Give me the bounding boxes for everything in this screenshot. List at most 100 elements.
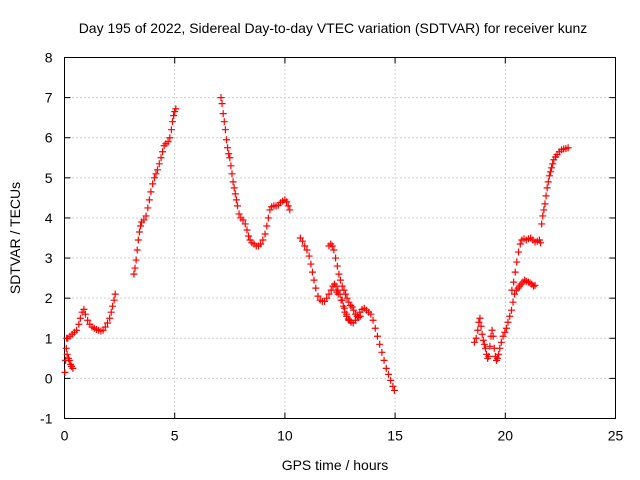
data-point <box>217 94 225 102</box>
data-point <box>155 160 163 168</box>
data-point <box>142 212 150 220</box>
data-point <box>531 281 539 289</box>
data-point <box>342 290 350 298</box>
data-point <box>330 246 338 254</box>
data-point <box>170 112 178 120</box>
data-point <box>510 278 518 286</box>
data-point <box>485 352 493 360</box>
y-tick-label: 6 <box>45 130 53 146</box>
data-point <box>332 254 340 262</box>
data-point <box>488 326 496 334</box>
data-point <box>387 376 395 384</box>
grid-lines <box>64 57 616 419</box>
data-point <box>234 202 242 210</box>
data-point <box>515 248 523 256</box>
data-point <box>230 184 238 192</box>
data-point <box>474 326 482 334</box>
data-point <box>168 118 176 126</box>
data-point <box>390 386 398 394</box>
data-point <box>263 222 271 230</box>
data-point <box>382 364 390 372</box>
data-point <box>286 206 294 214</box>
data-point <box>145 196 153 204</box>
data-point <box>110 296 118 304</box>
data-point <box>229 178 237 186</box>
y-tick-label: 2 <box>45 290 53 306</box>
data-point <box>133 246 141 254</box>
data-point <box>541 200 549 208</box>
data-point <box>266 206 274 214</box>
data-point <box>164 138 172 146</box>
data-point <box>284 202 292 210</box>
data-point <box>539 212 547 220</box>
data-point <box>167 126 175 134</box>
data-point <box>232 196 240 204</box>
data-point <box>283 198 291 206</box>
x-tick-label: 20 <box>498 428 514 444</box>
data-point <box>228 170 236 178</box>
y-axis-label: SDTVAR / TECUs <box>7 182 23 294</box>
data-point <box>221 126 229 134</box>
data-point <box>63 350 71 358</box>
data-point <box>224 144 232 152</box>
data-point <box>348 303 356 311</box>
data-point <box>84 316 92 324</box>
data-point <box>218 100 226 108</box>
data-point <box>476 314 484 322</box>
x-tick-label: 10 <box>277 428 293 444</box>
data-point <box>305 252 313 260</box>
data-point <box>530 282 538 290</box>
y-tick-label: 4 <box>45 210 53 226</box>
data-point <box>506 312 514 320</box>
data-point <box>537 239 545 247</box>
data-point <box>508 286 516 294</box>
data-point <box>334 290 342 298</box>
data-point <box>543 184 551 192</box>
data-point <box>69 364 77 372</box>
data-point <box>378 348 386 356</box>
y-tick-label: 3 <box>45 250 53 266</box>
data-point <box>62 344 70 352</box>
data-point <box>147 188 155 196</box>
y-tick-label: 0 <box>45 370 53 386</box>
data-point <box>480 340 488 348</box>
data-point <box>149 180 157 188</box>
data-point <box>157 154 165 162</box>
data-point <box>166 134 174 142</box>
data-point <box>516 240 524 248</box>
data-point <box>346 316 354 324</box>
data-point <box>308 268 316 276</box>
data-point <box>496 344 504 352</box>
data-point <box>521 276 529 284</box>
data-point <box>337 296 345 304</box>
data-point <box>389 382 397 390</box>
data-point <box>227 162 235 170</box>
data-point <box>226 154 234 162</box>
data-point <box>241 220 249 228</box>
data-point <box>301 242 309 250</box>
data-point <box>239 216 247 224</box>
data-point <box>350 306 358 314</box>
data-point <box>339 302 347 310</box>
data-point <box>257 240 265 248</box>
data-point <box>486 342 494 350</box>
data-point <box>109 302 117 310</box>
x-tick-label: 0 <box>61 428 69 444</box>
data-point <box>481 344 489 352</box>
data-point <box>235 210 243 218</box>
data-point <box>497 338 505 346</box>
data-point <box>245 232 253 240</box>
y-tick-label: 1 <box>45 330 53 346</box>
data-point <box>499 332 507 340</box>
data-point <box>144 204 152 212</box>
data-point <box>371 324 379 332</box>
data-point <box>545 172 553 180</box>
data-point <box>336 276 344 284</box>
data-point <box>345 298 353 306</box>
data-point <box>75 320 83 328</box>
data-point <box>511 290 519 298</box>
data-point <box>546 168 554 176</box>
data-point <box>225 150 233 158</box>
data-point <box>489 332 497 340</box>
data-point <box>81 310 89 318</box>
